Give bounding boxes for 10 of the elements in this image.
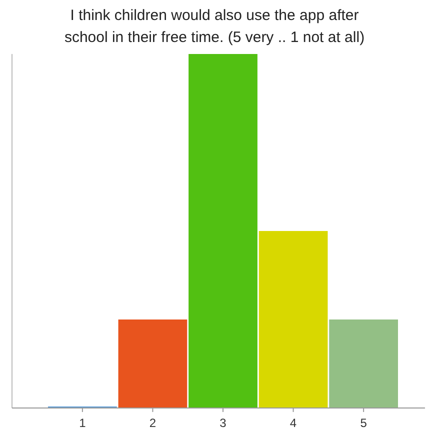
x-tick-label: 5 bbox=[360, 416, 368, 430]
x-tick-label: 1 bbox=[79, 416, 86, 430]
x-tick-label: 4 bbox=[290, 416, 297, 430]
chart-title: I think children would also use the app after school in their free time. (5 very .. 1 not at all) bbox=[64, 7, 365, 46]
x-tick-label: 2 bbox=[149, 416, 156, 430]
bar bbox=[258, 231, 328, 408]
x-tick-label: 3 bbox=[220, 416, 227, 430]
bar bbox=[118, 320, 188, 408]
bar bbox=[188, 54, 258, 408]
bar bbox=[329, 320, 398, 408]
